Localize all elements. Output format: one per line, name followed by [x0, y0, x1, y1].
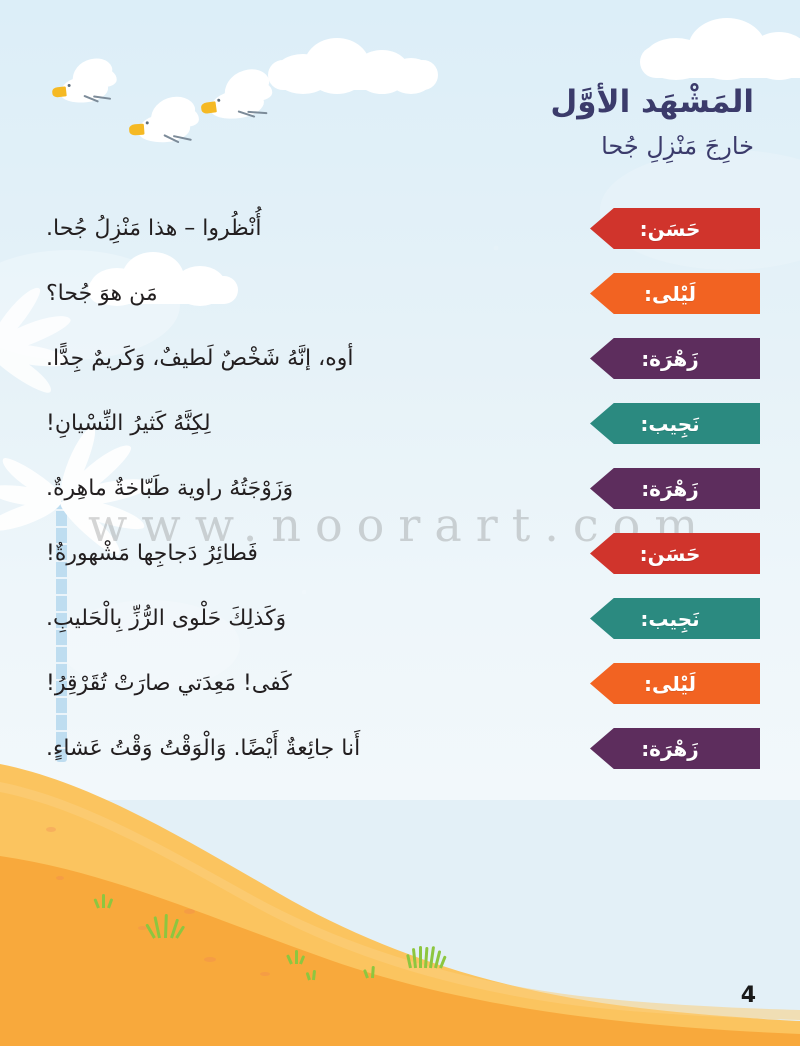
dialogue-line: أَنا جائِعةٌ أَيْضًا. وَالْوَقْتُ وَقْتُ… [46, 735, 361, 761]
dialogue-row: حَسَن: أُنْظُروا – هذا مَنْزِلُ جُحا. [40, 196, 760, 261]
bird-3 [196, 61, 281, 137]
grass-tuft-5 [363, 965, 376, 979]
grass-tuft-3 [286, 950, 306, 965]
dialogue-row: زَهْرَة: أوه، إنَّهُ شَخْصٌ لَطيفٌ، وَكَ… [40, 326, 760, 391]
speaker-tag: حَسَن: [590, 533, 760, 574]
speaker-name: حَسَن: [639, 541, 701, 566]
dialogue-line: فَطائِرُ دَجاجِها مَشْهورةٌ! [46, 540, 258, 566]
pebble-5 [204, 957, 216, 962]
bird-1 [49, 52, 126, 117]
dialogue-line: لِكِنَّهُ كَثيرُ النِّسْيانِ! [46, 410, 211, 436]
palm-trunk [56, 492, 67, 762]
bird-2 [126, 91, 208, 156]
dialogue-row: زَهْرَة: وَزَوْجَتُهُ راوية طَبّاخةٌ ماه… [40, 456, 760, 521]
dialogue-row: نَجِيب: وَكَذلِكَ حَلْوى الرُّزِّ بِالْح… [40, 586, 760, 651]
grass-tuft-1 [93, 894, 114, 909]
speaker-name: زَهْرَة: [641, 736, 699, 761]
speaker-name: لَيْلى: [643, 671, 697, 696]
dialogue-line: وَكَذلِكَ حَلْوى الرُّزِّ بِالْحَليبِ. [46, 605, 287, 631]
cloud-1 [268, 36, 438, 94]
speaker-tag: لَيْلى: [590, 663, 760, 704]
pebble-3 [138, 926, 147, 930]
speaker-tag: زَهْرَة: [590, 338, 760, 379]
dialogue-row: لَيْلى: مَن هوَ جُحا؟ [40, 261, 760, 326]
dune-front [0, 856, 800, 1046]
dialogue-row: لَيْلى: كَفى! مَعِدَتي صارَتْ تُقَرْقِرُ… [40, 651, 760, 716]
page-number: 4 [740, 983, 756, 1008]
cloud-2 [640, 18, 800, 80]
pebble-1 [46, 827, 56, 832]
sand-dunes [0, 764, 800, 1046]
page-title: المَشْهَد الأوَّل [550, 84, 754, 120]
dialogue-line: وَزَوْجَتُهُ راوية طَبّاخةٌ ماهِرةٌ. [46, 475, 294, 501]
dialogue-row: نَجِيب: لِكِنَّهُ كَثيرُ النِّسْيانِ! [40, 391, 760, 456]
dialogue-line: أوه، إنَّهُ شَخْصٌ لَطيفٌ، وَكَريمٌ جِدً… [46, 345, 354, 371]
speaker-tag: حَسَن: [590, 208, 760, 249]
grass-tuft-4 [305, 969, 317, 981]
speaker-name: لَيْلى: [643, 281, 697, 306]
grass-tuft-6 [406, 946, 447, 969]
cloud-3 [88, 252, 238, 306]
dialogue-line: أُنْظُروا – هذا مَنْزِلُ جُحا. [46, 215, 262, 241]
grass-tuft-2 [145, 913, 186, 939]
speaker-tag: نَجِيب: [590, 598, 760, 639]
speaker-name: زَهْرَة: [641, 476, 699, 501]
speaker-tag: زَهْرَة: [590, 728, 760, 769]
title-block: المَشْهَد الأوَّل خارِجَ مَنْزِلِ جُحا [550, 82, 754, 164]
speaker-name: نَجِيب: [640, 606, 700, 631]
speaker-tag: نَجِيب: [590, 403, 760, 444]
palm-tree [0, 423, 188, 762]
speaker-name: نَجِيب: [640, 411, 700, 436]
page-subtitle: خارِجَ مَنْزِلِ جُحا [601, 131, 754, 160]
dialogue-row: زَهْرَة: أَنا جائِعةٌ أَيْضًا. وَالْوَقْ… [40, 716, 760, 781]
pebble-6 [260, 972, 270, 976]
dialogue-line: مَن هوَ جُحا؟ [46, 280, 158, 306]
pebble-4 [184, 909, 195, 914]
dialogue-row: حَسَن: فَطائِرُ دَجاجِها مَشْهورةٌ! [40, 521, 760, 586]
speaker-tag: زَهْرَة: [590, 468, 760, 509]
speaker-name: حَسَن: [639, 216, 701, 241]
pebble-2 [56, 876, 64, 880]
soft-cloud-decor-2 [60, 600, 240, 690]
dialogue-list: حَسَن: أُنْظُروا – هذا مَنْزِلُ جُحا. لَ… [40, 196, 760, 781]
speaker-tag: لَيْلى: [590, 273, 760, 314]
speaker-name: زَهْرَة: [641, 346, 699, 371]
dialogue-line: كَفى! مَعِدَتي صارَتْ تُقَرْقِرُ! [46, 670, 292, 696]
